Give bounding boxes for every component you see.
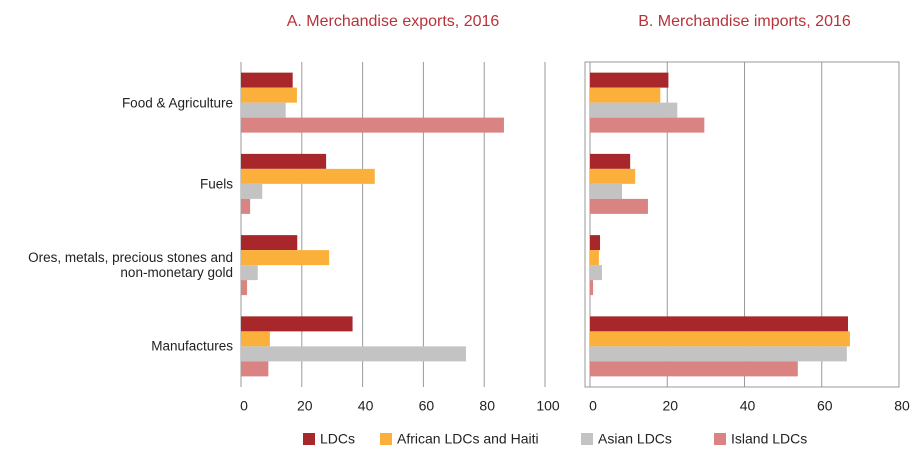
bar [241, 250, 330, 266]
x-tick-label: 80 [479, 398, 495, 414]
bar [590, 346, 847, 362]
bar [590, 153, 631, 169]
bar [590, 250, 599, 266]
chart-title: A. Merchandise exports, 2016 [287, 13, 500, 30]
bar [241, 361, 269, 377]
bar [590, 87, 661, 103]
bar [590, 316, 849, 332]
bar [590, 331, 850, 347]
bar [241, 331, 270, 347]
category-label: Manufactures [151, 338, 233, 354]
bar [590, 183, 623, 199]
bar [241, 183, 263, 199]
bar [241, 346, 466, 362]
legend-label: African LDCs and Haiti [397, 431, 539, 447]
legend-swatch [303, 433, 315, 445]
bar [241, 102, 286, 118]
bar [590, 280, 594, 296]
bar [590, 265, 602, 281]
bar [241, 72, 293, 88]
legend-swatch [380, 433, 392, 445]
x-tick-label: 100 [536, 398, 560, 414]
bar [590, 361, 798, 377]
bar [590, 72, 669, 88]
x-tick-label: 40 [358, 398, 374, 414]
bar [241, 316, 353, 332]
legend-label: Asian LDCs [598, 431, 672, 447]
x-tick-label: 60 [817, 398, 833, 414]
x-tick-label: 80 [894, 398, 910, 414]
bar [590, 198, 648, 214]
legend-swatch [581, 433, 593, 445]
legend-swatch [714, 433, 726, 445]
bar [590, 117, 705, 133]
bar [590, 168, 636, 184]
bar [241, 280, 248, 296]
bar [241, 198, 251, 214]
legend-label: LDCs [320, 431, 355, 447]
bar [590, 235, 601, 251]
bar [241, 265, 258, 281]
x-tick-label: 40 [740, 398, 756, 414]
bar [241, 87, 297, 103]
x-tick-label: 20 [297, 398, 313, 414]
x-tick-label: 20 [662, 398, 678, 414]
category-label: Food & Agriculture [121, 95, 233, 111]
chart-title: B. Merchandise imports, 2016 [638, 13, 851, 30]
category-label: Fuels [199, 176, 233, 192]
x-tick-label: 60 [419, 398, 435, 414]
category-label: Ores, metals, precious stones and non-mo… [28, 250, 233, 281]
bar [241, 168, 375, 184]
legend-label: Island LDCs [731, 431, 807, 447]
bar [241, 117, 504, 133]
x-tick-label: 0 [240, 398, 248, 414]
bar [241, 153, 327, 169]
x-tick-label: 0 [589, 398, 597, 414]
bar [241, 235, 298, 251]
bar [590, 102, 678, 118]
